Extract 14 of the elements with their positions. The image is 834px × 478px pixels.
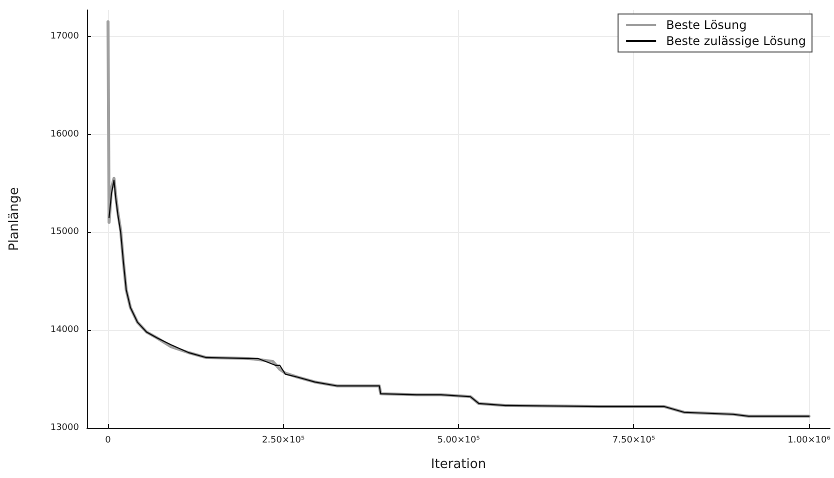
y-tick-label: 16000 (50, 129, 80, 140)
legend-label: Beste zulässige Lösung (666, 34, 806, 48)
y-tick-label: 17000 (50, 31, 80, 42)
y-tick-label: 15000 (50, 227, 80, 238)
x-axis-title: Iteration (430, 457, 486, 472)
x-tick-label: 2.50×10⁵ (262, 436, 305, 446)
y-tick-label: 14000 (50, 325, 80, 336)
x-tick-label: 0 (105, 436, 112, 446)
x-tick-label: 7.50×10⁵ (612, 436, 656, 446)
legend-label: Beste Lösung (666, 18, 747, 32)
x-tick-label: 5.00×10⁵ (437, 436, 480, 446)
y-axis-title: Planlänge (7, 187, 22, 251)
x-tick-label: 1.00×10⁶ (788, 436, 831, 446)
y-tick-label: 13000 (50, 423, 80, 433)
